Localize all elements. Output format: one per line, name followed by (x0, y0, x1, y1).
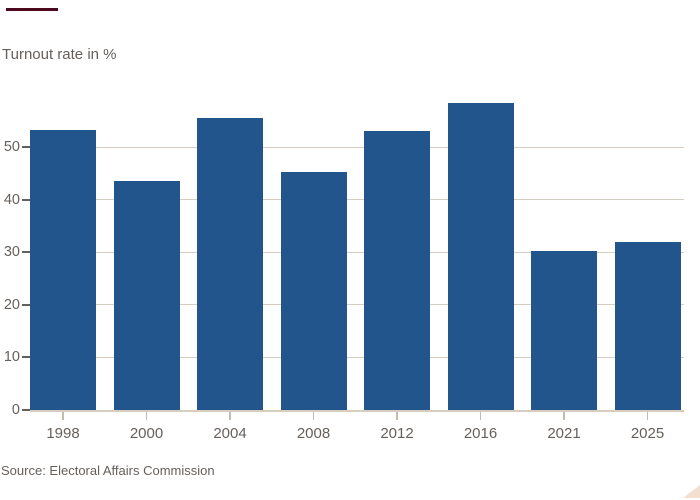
x-tick-mark (396, 412, 398, 420)
y-axis-label: 50 (3, 139, 20, 155)
x-tick-mark (312, 412, 315, 420)
y-axis-label: 30 (3, 244, 20, 261)
bar-2016 (447, 103, 514, 410)
x-axis-label: 2025 (630, 425, 665, 442)
bar-2021 (531, 251, 597, 410)
gridline (30, 146, 684, 148)
bar-2012 (364, 131, 430, 410)
bar-2000 (113, 180, 180, 410)
x-axis-label: 1998 (46, 425, 80, 442)
y-tick-mark (22, 356, 30, 359)
y-axis-label: 40 (3, 191, 20, 208)
bar-2004 (197, 117, 263, 410)
chart-title: Turnout rate in % (2, 46, 117, 63)
y-axis-label: 10 (3, 349, 20, 366)
top-rule (6, 8, 58, 11)
x-axis-label: 2012 (380, 425, 414, 442)
x-tick-mark (62, 412, 64, 420)
x-axis-label: 2021 (547, 425, 581, 442)
y-tick-mark (22, 198, 30, 201)
gridline (30, 356, 684, 358)
x-axis-label: 2016 (463, 425, 498, 442)
x-tick-mark (145, 412, 148, 420)
x-tick-mark (646, 412, 649, 420)
axis-baseline (30, 410, 684, 412)
bar-2025 (614, 241, 681, 410)
x-tick-mark (229, 412, 231, 420)
y-tick-mark (22, 409, 30, 411)
gridline (30, 304, 684, 306)
y-axis-label: 0 (11, 402, 20, 418)
x-axis-label: 2008 (296, 425, 331, 442)
source-text: Source: Electoral Affairs Commission (1, 463, 215, 478)
y-tick-mark (22, 146, 30, 148)
x-tick-mark (479, 412, 482, 420)
bar-2008 (280, 172, 347, 410)
x-tick-mark (563, 412, 565, 420)
gridline (30, 199, 684, 201)
gridline (30, 251, 684, 253)
x-axis-label: 2000 (129, 425, 164, 442)
y-tick-mark (22, 251, 30, 254)
y-axis-label: 20 (3, 296, 20, 313)
ft-logo-triangle (683, 485, 700, 498)
y-tick-mark (22, 303, 30, 306)
bar-1998 (30, 129, 96, 410)
x-axis-label: 2004 (213, 425, 247, 442)
